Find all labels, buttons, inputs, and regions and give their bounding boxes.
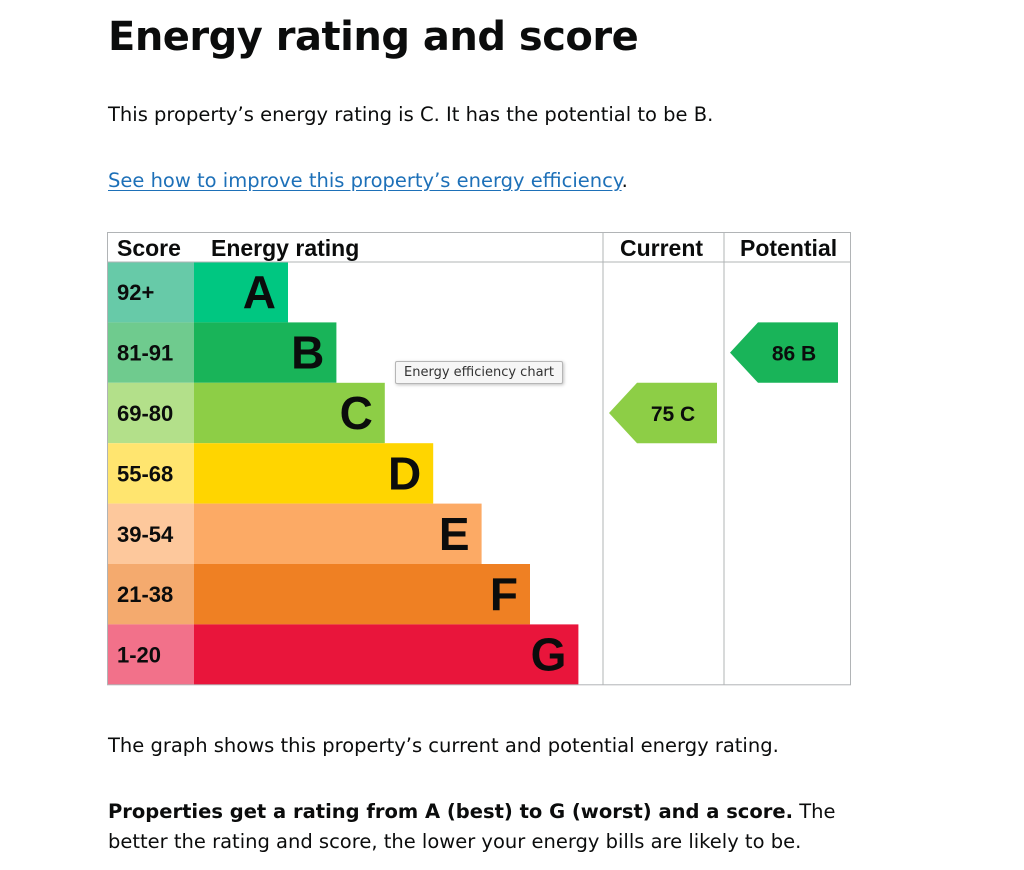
- rating-intro: This property’s energy rating is C. It h…: [108, 103, 714, 126]
- score-cell-a: [107, 262, 195, 323]
- rating-bar-b: [194, 322, 337, 383]
- improve-efficiency-link[interactable]: See how to improve this property’s energ…: [108, 169, 622, 192]
- score-cell-c: [107, 382, 195, 444]
- chart-border: [107, 232, 851, 686]
- rating-note-rest: The better the rating and score, the low…: [108, 800, 836, 853]
- rating-note: Properties get a rating from A (best) to…: [108, 797, 868, 857]
- rating-bar-d: [194, 443, 434, 504]
- rating-letter-a: A: [243, 266, 276, 318]
- graph-note: The graph shows this property’s current …: [108, 734, 779, 757]
- improve-link-line: See how to improve this property’s energ…: [108, 166, 628, 196]
- rating-bar-a: [194, 262, 288, 323]
- current-rating-arrow-label: 75 C: [651, 403, 695, 426]
- score-cell-e: [107, 503, 195, 564]
- rating-note-bold: Properties get a rating from A (best) to…: [108, 800, 794, 823]
- rating-bar-e: [194, 503, 482, 564]
- score-label-g: 1-20: [117, 643, 161, 668]
- header-potential: Potential: [740, 235, 837, 261]
- header-current: Current: [620, 235, 703, 261]
- score-cell-f: [107, 564, 195, 625]
- potential-rating-arrow-label: 86 B: [772, 343, 816, 366]
- page-title: Energy rating and score: [108, 14, 639, 60]
- rating-letter-d: D: [388, 447, 421, 499]
- energy-efficiency-chart: 92+ A 81-91 B 69-80 C 55-68 D 39-54 E 21-38 F 1-20 G S…: [107, 232, 851, 686]
- link-suffix: .: [621, 169, 628, 192]
- score-label-f: 21-38: [117, 582, 173, 607]
- rating-letter-f: F: [490, 568, 518, 620]
- score-label-a: 92+: [117, 280, 154, 305]
- header-score: Score: [117, 235, 181, 261]
- rating-bar-c: [194, 382, 385, 444]
- rating-letter-g: G: [531, 629, 567, 681]
- score-label-c: 69-80: [117, 401, 173, 426]
- rating-bar-g: [194, 624, 579, 685]
- potential-rating-arrow: [730, 322, 838, 383]
- chart-tooltip: Energy efficiency chart: [395, 361, 563, 384]
- score-label-e: 39-54: [117, 522, 174, 547]
- header-energy-rating: Energy rating: [211, 235, 359, 261]
- score-cell-b: [107, 322, 195, 383]
- rating-bar-f: [194, 564, 530, 625]
- score-cell-g: [107, 624, 195, 685]
- current-rating-arrow: [609, 382, 717, 444]
- score-label-b: 81-91: [117, 341, 173, 366]
- rating-letter-c: C: [340, 387, 373, 439]
- rating-letter-b: B: [291, 327, 324, 379]
- score-cell-d: [107, 443, 195, 504]
- score-label-d: 55-68: [117, 461, 173, 486]
- rating-letter-e: E: [439, 508, 470, 560]
